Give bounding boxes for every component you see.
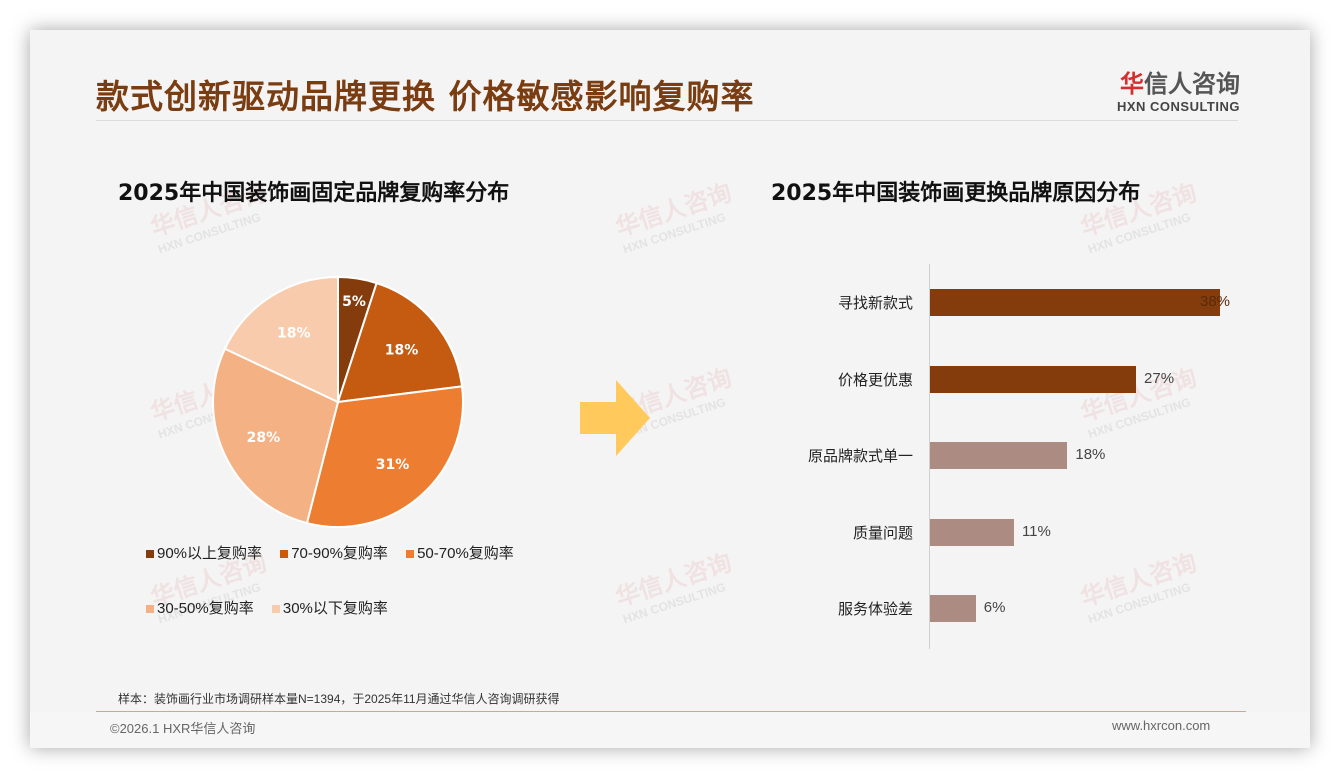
watermark: 华信人咨询 HXN CONSULTING <box>612 549 735 627</box>
legend-item: 30%以下复购率 <box>271 597 388 618</box>
bar <box>930 289 1220 316</box>
bar <box>930 366 1137 393</box>
legend-swatch <box>280 550 289 559</box>
watermark: 华信人咨询 HXN CONSULTING <box>612 179 735 257</box>
sample-note: 样本：装饰画行业市场调研样本量N=1394，于2025年11月通过华信人咨询调研… <box>118 692 560 706</box>
bar-label: 寻找新款式 <box>837 295 913 312</box>
bar-chart-title: 2025年中国装饰画更换品牌原因分布 <box>771 181 1141 206</box>
pie-data-label: 31% <box>376 457 410 473</box>
pie-slice <box>305 385 464 528</box>
legend-swatch <box>271 605 280 614</box>
legend-item: 90%以上复购率 <box>146 542 262 563</box>
arrow-right-icon <box>580 380 652 461</box>
website-link[interactable]: www.hxrcon.com <box>1112 718 1211 733</box>
bar <box>930 519 1014 546</box>
bar-value: 27% <box>1144 370 1175 387</box>
pie-data-label: 5% <box>342 294 366 310</box>
pie-chart: 5% 18% 31% 28% 18% <box>212 275 464 528</box>
copyright: ©2026.1 HXR华信人咨询 <box>110 721 256 736</box>
pie-chart-title: 2025年中国装饰画固定品牌复购率分布 <box>118 181 510 206</box>
bar-value: 38% <box>1200 293 1231 310</box>
pie-slice <box>212 347 340 525</box>
title-divider <box>96 120 1238 121</box>
page-title: 款式创新驱动品牌更换 价格敏感影响复购率 <box>96 77 755 116</box>
pie-data-label: 28% <box>247 430 281 446</box>
pie-legend: 90%以上复购率 70-90%复购率 50-70%复购率 30-50%复购率 3… <box>146 542 566 652</box>
slide: 款式创新驱动品牌更换 价格敏感影响复购率 华信人咨询 HXN CONSULTIN… <box>30 30 1310 748</box>
pie-slice <box>336 281 464 404</box>
legend-swatch <box>146 550 154 559</box>
legend-item: 50-70%复购率 <box>406 542 514 563</box>
logo-cn: 华信人咨询 <box>1110 64 1240 99</box>
logo-cn-rest: 信人咨询 <box>1144 70 1240 98</box>
bar-chart: 寻找新款式 38% 价格更优惠 27% 原品牌款式单一 18% 质量问题 11%… <box>770 264 1250 649</box>
footer <box>30 712 1310 748</box>
bar-row: 原品牌款式单一 18% <box>770 442 1250 470</box>
bar-label: 价格更优惠 <box>837 372 913 389</box>
pie-slice <box>223 275 339 404</box>
bar-value: 18% <box>1075 446 1106 463</box>
legend-swatch <box>146 605 154 614</box>
legend-item: 30-50%复购率 <box>146 597 254 618</box>
bar <box>930 442 1068 469</box>
brand-logo: 华信人咨询 HXN CONSULTING <box>1110 64 1240 114</box>
y-axis <box>929 264 930 649</box>
bar-row: 质量问题 11% <box>770 519 1250 547</box>
logo-en: HXN CONSULTING <box>1116 99 1240 114</box>
bar-row: 价格更优惠 27% <box>770 366 1250 394</box>
bar-row: 寻找新款式 38% <box>770 289 1250 317</box>
footer-divider <box>96 711 1246 712</box>
bar-label: 原品牌款式单一 <box>807 448 913 465</box>
bar-value: 11% <box>1021 523 1051 540</box>
bar-row: 服务体验差 6% <box>770 595 1250 623</box>
logo-cn-red: 华 <box>1120 70 1144 98</box>
legend-item: 70-90%复购率 <box>280 542 388 563</box>
pie-data-label: 18% <box>277 325 311 341</box>
bar-label: 服务体验差 <box>837 601 913 618</box>
bar-label: 质量问题 <box>852 525 913 542</box>
legend-swatch <box>406 550 415 559</box>
bar-value: 6% <box>983 599 1006 616</box>
bar <box>930 595 976 622</box>
pie-data-label: 18% <box>385 342 419 358</box>
